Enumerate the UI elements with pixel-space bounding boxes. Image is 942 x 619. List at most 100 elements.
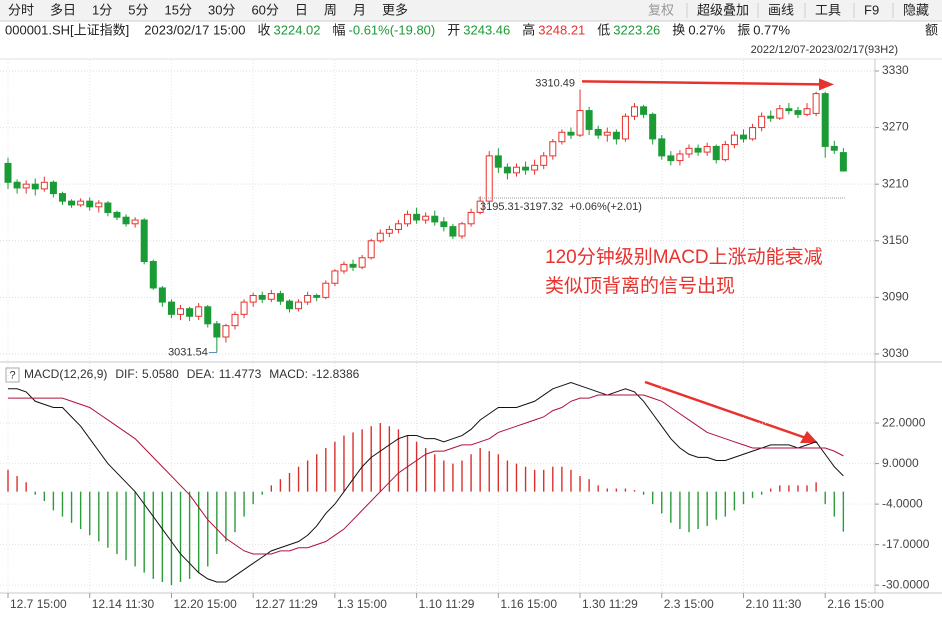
candle-body (803, 108, 811, 115)
toolbar-tab[interactable]: 5分 (128, 2, 148, 17)
candle-body (104, 202, 112, 213)
divergence-arrow (644, 380, 807, 440)
indicator-line (8, 382, 844, 583)
candle-body (830, 145, 838, 151)
y-tick-label: 3090 (882, 290, 909, 304)
candle-body (222, 325, 230, 338)
candle-body (204, 306, 212, 325)
candle-body (240, 301, 248, 315)
range-change: +0.06%(+2.01) (569, 201, 642, 213)
x-tick-label: 1.10 11:29 (419, 597, 475, 611)
candle-body (467, 211, 475, 225)
toolbar-tab[interactable]: 月 (353, 2, 366, 17)
toolbar-button[interactable]: 工具 (815, 2, 841, 17)
toolbar-tab[interactable]: 分时 (8, 2, 34, 17)
candle-body (77, 200, 85, 206)
candle-body (349, 263, 357, 268)
bar-time: 2023/02/17 15:00 (144, 22, 245, 37)
candle-body (40, 181, 48, 190)
y-tick-label: 22.0000 (882, 415, 926, 429)
legend-value: 5.0580 (142, 367, 179, 381)
toolbar-tab[interactable]: 60分 (251, 2, 278, 17)
candle-body (658, 138, 666, 157)
toolbar-tab[interactable]: 1分 (92, 2, 112, 17)
y-tick-label: -30.0000 (882, 577, 930, 591)
top-arrow-head (819, 78, 834, 91)
candle-body (730, 134, 738, 146)
candle-body (494, 155, 502, 168)
y-tick-label: 3030 (882, 346, 909, 360)
candle-body (739, 134, 747, 140)
candle-body (794, 110, 802, 115)
candle-body (367, 240, 375, 259)
candle-body (195, 306, 203, 317)
toolbar-tab[interactable]: 30分 (208, 2, 235, 17)
candle-body (558, 131, 566, 143)
candle-body (640, 106, 648, 115)
x-tick-label: 1.3 15:00 (337, 597, 387, 611)
toolbar-tab[interactable]: 多日 (50, 2, 76, 17)
candle-body (58, 193, 66, 202)
candle-body (703, 145, 711, 153)
toolbar-tab[interactable]: 更多 (382, 2, 408, 17)
candle-body (485, 155, 493, 202)
x-tick-label: 12.20 15:00 (173, 597, 237, 611)
legend-name: MACD: (269, 367, 308, 381)
candle-body (404, 213, 412, 225)
toolbar-button[interactable]: 画线 (768, 2, 794, 17)
toolbar-tab[interactable]: 日 (295, 2, 308, 17)
candle-body (540, 155, 548, 166)
candle-body (158, 287, 166, 303)
candle-body (503, 166, 511, 174)
candle-body (476, 200, 484, 213)
turnover-label: 换 (672, 22, 685, 37)
candle-body (821, 93, 829, 147)
candle-body (231, 313, 239, 327)
candle-body (631, 106, 639, 117)
indicator-title: MACD(12,26,9) (24, 367, 107, 381)
toolbar-button[interactable]: 隐藏 (903, 2, 929, 17)
amplitude-value: 0.77% (753, 22, 790, 37)
x-tick-label: 12.14 11:30 (92, 597, 155, 611)
open-label: 开 (447, 22, 460, 37)
x-tick-label: 2.16 15:00 (827, 597, 884, 611)
legend-name: DEA: (187, 367, 215, 381)
candle-body (322, 282, 330, 298)
candle-body (304, 294, 312, 303)
candle-body (767, 115, 775, 119)
candle-body (712, 145, 720, 161)
close-value: 3224.02 (274, 22, 321, 37)
candle-body (512, 166, 520, 174)
candle-body (177, 308, 185, 315)
security-code: 000001.SH[上证指数] (5, 22, 129, 37)
x-tick-label: 2.3 15:00 (664, 597, 714, 611)
candle-body (431, 215, 439, 223)
candle-body (313, 294, 321, 298)
candle-body (785, 108, 793, 112)
candle-body (667, 155, 675, 162)
x-tick-label: 2.10 11:30 (745, 597, 801, 611)
top-arrow (582, 80, 821, 86)
toolbar-tab[interactable]: 15分 (165, 2, 192, 17)
toolbar-button[interactable]: F9 (864, 2, 879, 17)
candle-body (594, 128, 602, 136)
toolbar-button[interactable]: 复权 (648, 2, 674, 17)
y-tick-label: -4.0000 (882, 496, 923, 510)
candle-body (567, 131, 575, 136)
toolbar-button[interactable]: 超级叠加 (697, 2, 749, 17)
candle-body (122, 216, 130, 225)
candle-body (31, 183, 39, 190)
candle-body (331, 270, 339, 284)
candle-body (440, 221, 448, 228)
range-label: 3195.31-3197.32 (480, 201, 563, 213)
candle-body (13, 181, 21, 189)
toolbar-tab[interactable]: 周 (324, 2, 337, 17)
x-tick-label: 12.27 11:29 (255, 597, 318, 611)
candle-body (458, 223, 466, 237)
candle-body (776, 108, 784, 119)
candle-body (358, 257, 366, 268)
help-icon[interactable]: ? (9, 369, 15, 381)
help-box[interactable] (5, 367, 20, 383)
candle-body (585, 110, 593, 130)
